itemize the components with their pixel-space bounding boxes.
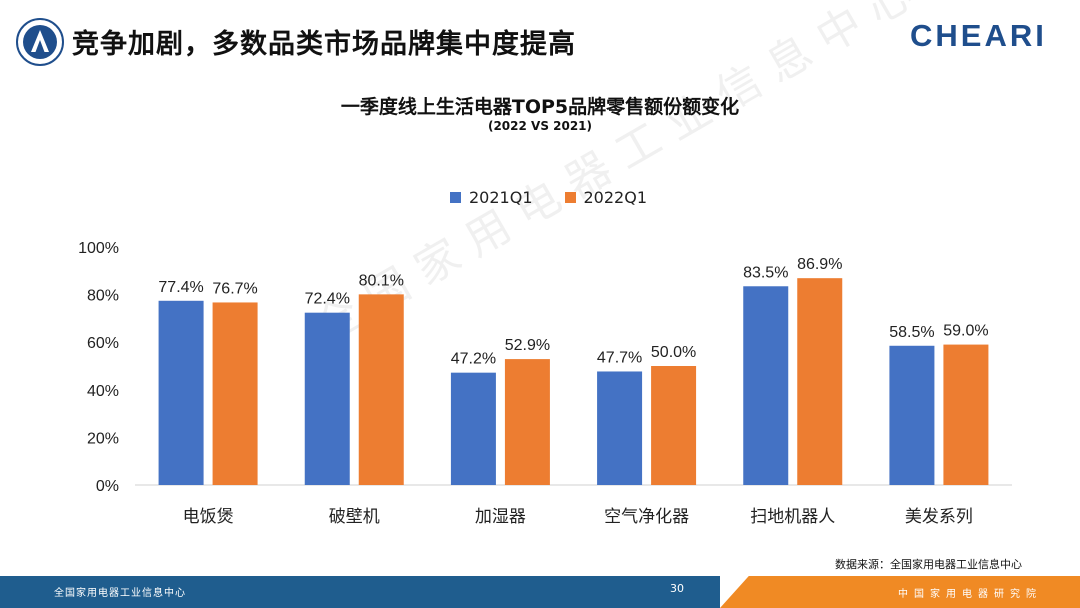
data-label: 77.4%: [158, 279, 203, 296]
y-tick-label: 40%: [87, 383, 119, 400]
data-label: 58.5%: [889, 324, 934, 341]
brand-logo: CHEARI: [910, 18, 1047, 53]
x-tick-label: 空气净化器: [604, 507, 689, 527]
data-label: 47.2%: [451, 351, 496, 368]
x-tick-label: 电饭煲: [183, 507, 234, 527]
footer-right-band: [720, 576, 1080, 608]
data-label: 52.9%: [505, 337, 550, 354]
bar-2022Q1-1: [358, 294, 404, 485]
bar-2021Q1-5: [889, 345, 935, 485]
legend-swatch-2021: [450, 192, 461, 203]
x-tick-label: 破壁机: [329, 507, 380, 527]
y-tick-label: 0%: [96, 478, 119, 495]
bar-2021Q1-0: [158, 300, 204, 485]
bar-2021Q1-2: [450, 372, 496, 485]
data-label: 50.0%: [651, 344, 696, 361]
legend-label-2022: 2022Q1: [583, 188, 648, 207]
org-logo: [16, 18, 64, 66]
chart-legend: 2021Q1 2022Q1: [450, 188, 647, 207]
legend-item-2022: 2022Q1: [564, 188, 648, 207]
data-label: 83.5%: [743, 264, 788, 281]
bar-2021Q1-3: [597, 371, 643, 485]
footer-org-left: 全国家用电器工业信息中心: [54, 588, 186, 599]
x-tick-label: 美发系列: [905, 507, 973, 527]
x-tick-label: 加湿器: [475, 507, 526, 527]
y-tick-label: 20%: [87, 430, 119, 447]
page-title: 竞争加剧，多数品类市场品牌集中度提高: [72, 29, 576, 60]
bar-2022Q1-5: [943, 344, 989, 485]
data-label: 47.7%: [597, 349, 642, 366]
footer-org-right: 中国家用电器研究院: [898, 589, 1042, 600]
legend-swatch-2022: [564, 192, 576, 203]
legend-item-2021: 2021Q1: [450, 188, 533, 207]
data-label: 76.7%: [212, 280, 257, 297]
chart-subtitle: (2022 VS 2021): [487, 119, 593, 133]
bar-2021Q1-4: [743, 286, 789, 485]
data-label: 59.0%: [943, 323, 988, 340]
data-label: 72.4%: [305, 291, 350, 308]
bar-2022Q1-3: [651, 366, 697, 485]
legend-label-2021: 2021Q1: [469, 188, 533, 207]
chart-title: 一季度线上生活电器TOP5品牌零售额份额变化: [340, 96, 740, 118]
data-label: 80.1%: [359, 272, 404, 289]
bar-2021Q1-1: [304, 312, 350, 485]
data-label: 86.9%: [797, 256, 842, 273]
y-tick-label: 80%: [87, 288, 119, 305]
footer-bar: 全国家用电器工业信息中心 30 中国家用电器研究院: [0, 576, 1080, 608]
bar-2022Q1-0: [212, 302, 258, 485]
data-source: 数据来源：全国家用电器工业信息中心: [835, 558, 1022, 571]
y-tick-label: 100%: [78, 240, 119, 257]
x-tick-label: 扫地机器人: [750, 507, 835, 527]
y-tick-label: 60%: [87, 335, 119, 352]
footer-left-band: [0, 576, 720, 608]
bar-2022Q1-2: [504, 359, 550, 485]
bar-2022Q1-4: [797, 278, 843, 485]
page-number: 30: [670, 582, 684, 595]
